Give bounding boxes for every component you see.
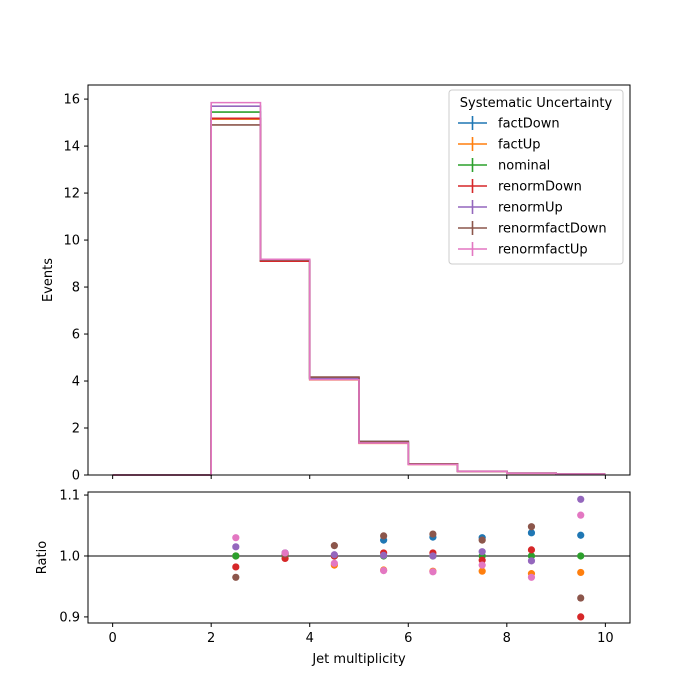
ratio-point — [527, 546, 536, 554]
ratio-x-tick-label: 6 — [404, 631, 412, 646]
main-histogram-panel: 0 2 4 6 8 10 12 14 16 Events Systematic Uncertaint… — [41, 84, 631, 484]
ratio-series-renormfactDown — [232, 523, 585, 602]
top-y-tick-label: 12 — [63, 187, 80, 202]
legend-label: nominal — [498, 159, 550, 174]
legend-item-factUp: factUp — [458, 137, 541, 153]
legend-title: Systematic Uncertainty — [460, 96, 613, 111]
ratio-point — [429, 552, 437, 560]
ratio-point — [478, 567, 486, 575]
legend-label: renormDown — [498, 180, 582, 195]
ratio-point — [527, 573, 536, 581]
legend-label: renormfactUp — [498, 243, 588, 258]
ratio-point — [527, 529, 536, 537]
ratio-point — [330, 542, 338, 550]
histogram-line-renormfactUp — [112, 101, 606, 476]
ratio-point — [429, 568, 437, 576]
ratio-point — [527, 557, 536, 565]
ratio-series-renormfactUp — [232, 511, 585, 581]
ratio-panel: 0.9 1.0 1.1 0 2 4 6 8 10 Ratio Jet multiplicity — [35, 489, 631, 667]
legend-item-renormDown: renormDown — [458, 179, 582, 195]
ratio-x-tick-label: 4 — [306, 631, 314, 646]
ratio-point — [527, 523, 536, 531]
legend-box — [448, 89, 624, 265]
legend-item-renormfactUp: renormfactUp — [458, 242, 588, 258]
ratio-point — [330, 551, 338, 559]
ratio-x-tick-label: 2 — [207, 631, 215, 646]
top-y-tick-label: 2 — [72, 422, 80, 437]
ratio-point — [478, 561, 486, 569]
ratio-point — [577, 552, 585, 560]
ratio-y-axis-label: Ratio — [35, 541, 50, 574]
top-y-axis-label: Events — [41, 258, 56, 302]
ratio-point — [232, 552, 240, 560]
top-y-tick-label: 14 — [63, 140, 80, 155]
ratio-point — [281, 549, 289, 557]
ratio-point — [577, 613, 585, 621]
ratio-point — [330, 559, 338, 567]
legend-label: factDown — [498, 117, 560, 132]
ratio-y-tick-label: 0.9 — [59, 610, 80, 625]
ratio-point — [380, 551, 388, 559]
top-y-tick-label: 16 — [63, 93, 80, 108]
ratio-point — [478, 536, 486, 544]
ratio-plot-frame — [87, 491, 631, 624]
ratio-point — [478, 548, 486, 556]
legend-item-factDown: factDown — [458, 116, 560, 132]
legend-label: renormfactDown — [498, 222, 607, 237]
x-axis-label: Jet multiplicity — [311, 652, 406, 667]
ratio-point — [380, 532, 388, 540]
top-y-tick-label: 6 — [72, 328, 80, 343]
ratio-point — [577, 495, 585, 503]
legend-item-renormfactDown: renormfactDown — [458, 221, 607, 237]
top-y-tick-label: 8 — [72, 281, 80, 296]
legend-label: renormUp — [498, 201, 563, 216]
legend-label: factUp — [498, 138, 541, 153]
legend-item-renormUp: renormUp — [458, 200, 563, 216]
ratio-y-tick-label: 1.1 — [59, 489, 80, 504]
ratio-x-tick-label: 8 — [503, 631, 511, 646]
ratio-x-tick-label: 0 — [108, 631, 116, 646]
ratio-point — [232, 543, 240, 551]
top-y-tick-label: 0 — [72, 469, 80, 484]
top-plot-frame — [87, 84, 631, 476]
ratio-point — [380, 567, 388, 575]
legend: Systematic Uncertainty factDown factUp nomi… — [448, 89, 624, 265]
top-y-tick-label: 10 — [63, 234, 80, 249]
ratio-point — [232, 563, 240, 571]
ratio-point — [232, 573, 240, 581]
legend-item-nominal: nominal — [458, 158, 550, 174]
ratio-point — [577, 531, 585, 539]
ratio-point — [577, 568, 585, 577]
ratio-point — [429, 530, 437, 538]
ratio-point — [577, 511, 585, 519]
ratio-point — [232, 534, 240, 542]
ratio-point — [577, 594, 585, 602]
ratio-y-tick-label: 1.0 — [59, 549, 80, 564]
top-y-tick-label: 4 — [72, 375, 80, 390]
ratio-x-tick-label: 10 — [597, 631, 614, 646]
